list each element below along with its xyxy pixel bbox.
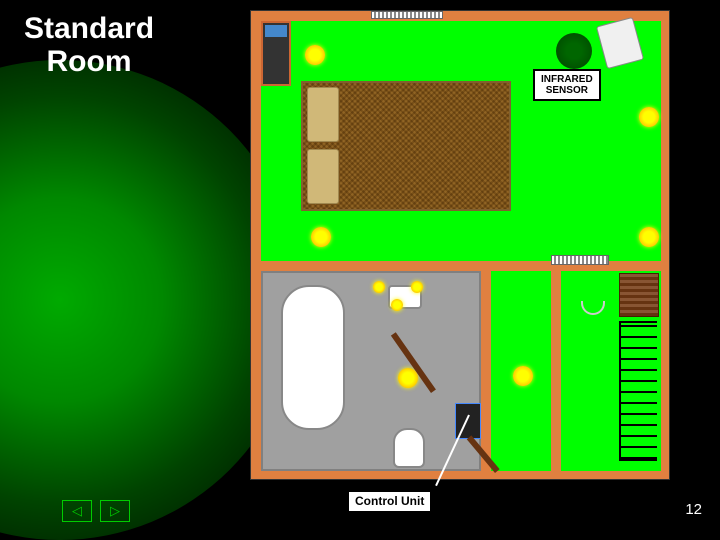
wood-panel-icon [619,273,659,317]
bathtub-icon [281,285,345,430]
hallway [491,271,551,471]
vent-icon [551,255,609,265]
next-button[interactable]: ▷ [100,500,130,522]
pillow-icon [307,149,339,204]
title-line2: Room [47,45,132,78]
sensor-label-line2: SENSOR [546,85,588,96]
prev-icon: ◁ [72,503,82,518]
plant-icon [556,33,592,69]
slide-title: Standard Room [24,12,154,78]
spot-light-icon [411,281,423,293]
pillow-icon [307,87,339,142]
page-number: 12 [685,501,702,518]
toilet-icon [393,428,425,468]
spot-light-icon [391,299,403,311]
floorplan: INFRARED SENSOR [250,10,670,480]
control-unit-text: Control Unit [355,494,424,508]
ceiling-light-icon [639,227,659,247]
hanger-icon [581,301,605,315]
ceiling-light-icon [639,107,659,127]
control-unit-label: Control Unit [347,490,432,513]
bathroom [261,271,481,471]
sensor-label: INFRARED SENSOR [533,69,601,101]
ceiling-light-icon [513,366,533,386]
closet-area [561,271,661,471]
fireplace-icon [261,21,291,86]
shelving-icon [619,321,657,461]
next-icon: ▷ [110,503,120,518]
infrared-sensor-icon [596,17,644,69]
ceiling-light-icon [305,45,325,65]
vent-icon [371,11,443,19]
title-line1: Standard [24,12,154,45]
ceiling-light-icon [311,227,331,247]
spot-light-icon [373,281,385,293]
main-room: INFRARED SENSOR [261,21,661,261]
sensor-label-line1: INFRARED [541,74,593,85]
prev-button[interactable]: ◁ [62,500,92,522]
